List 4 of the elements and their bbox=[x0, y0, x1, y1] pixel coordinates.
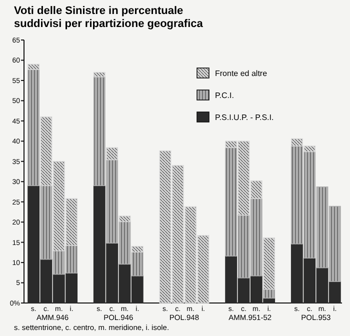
chart-title: Voti delle Sinistre in percentuale suddivisi per ripartizione geografica bbox=[14, 5, 204, 30]
legend-label: P.S.I.U.P. - P.S.I. bbox=[215, 113, 274, 122]
legend-label: P.C.I. bbox=[215, 91, 234, 100]
legend-label: Fronte ed altre bbox=[215, 69, 268, 78]
